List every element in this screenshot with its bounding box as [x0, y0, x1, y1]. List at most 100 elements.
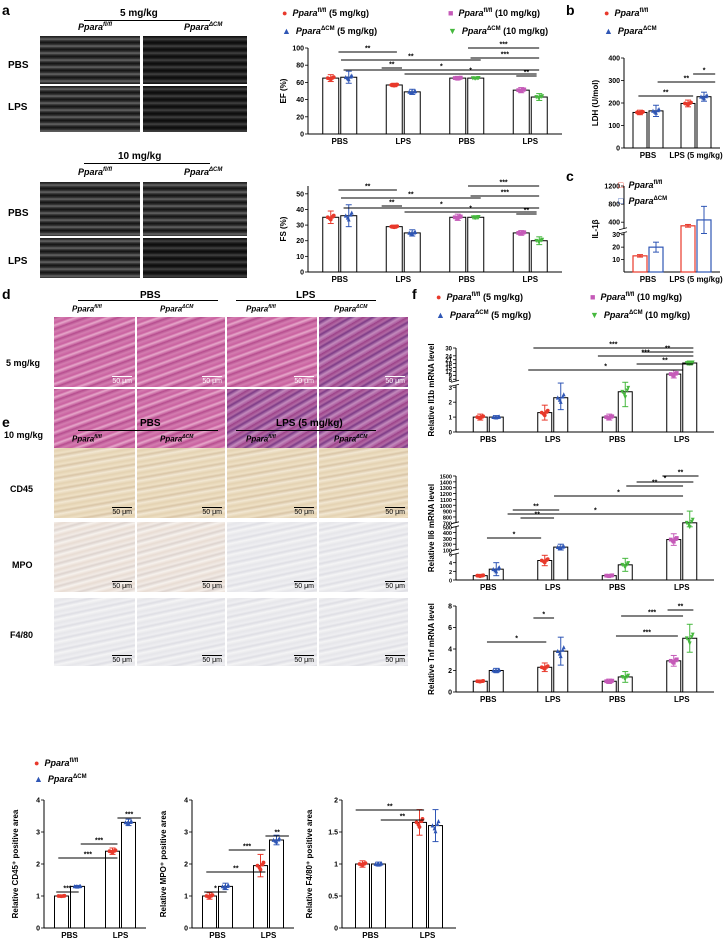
x-category-label: LPS — [420, 931, 436, 940]
x-category-label: PBS — [609, 695, 626, 704]
significance-label: * — [703, 68, 706, 75]
x-category-label: LPS — [545, 695, 561, 704]
legend-item: ● Pparafl/fl (5 mg/kg) — [282, 8, 369, 18]
circle-marker-icon: ● — [436, 292, 442, 302]
significance-label: *** — [243, 844, 251, 851]
data-point — [604, 573, 609, 578]
data-point — [651, 108, 655, 113]
tick-label: 1 — [36, 894, 40, 901]
data-point — [78, 883, 83, 889]
x-category-label: LPS — [545, 583, 561, 592]
chart-il1b: 10 20 30 400 800 1200 IL-1β PBS LPS (5 mg/kg) — [591, 184, 723, 285]
data-point — [674, 657, 679, 662]
data-point — [641, 109, 645, 114]
data-point — [610, 414, 615, 419]
significance-label: ** — [408, 54, 414, 61]
tick-label: 1200 — [440, 492, 452, 498]
significance-label: *** — [499, 180, 507, 187]
x-category-label: PBS — [332, 137, 349, 146]
data-point — [626, 673, 631, 678]
data-point — [455, 216, 460, 221]
bar — [488, 670, 504, 693]
data-point — [494, 415, 499, 420]
data-point — [607, 416, 612, 421]
bar — [121, 821, 136, 929]
tick-label: 1200 — [604, 184, 620, 191]
tick-label: 400 — [608, 220, 620, 227]
row-f480: F4/80 — [10, 630, 34, 640]
significance-label: ** — [663, 90, 669, 97]
ihc-image: 50 μm — [54, 522, 135, 592]
bar — [371, 863, 386, 929]
significance-label: *** — [84, 852, 92, 859]
data-point — [686, 102, 690, 107]
panel-label-f: f — [412, 286, 417, 302]
tick-label: 1100 — [440, 498, 452, 504]
tick-label: 0 — [334, 926, 338, 933]
data-point — [684, 636, 689, 641]
group-pbs: PBS — [140, 290, 161, 301]
significance-label: *** — [95, 838, 103, 845]
tick-label: 0 — [616, 146, 620, 153]
data-point — [604, 679, 609, 684]
tick-label: 700 — [443, 521, 452, 527]
significance-label: * — [440, 64, 443, 71]
data-point — [413, 88, 418, 94]
bar — [696, 96, 712, 149]
significance-label: * — [214, 886, 217, 893]
data-point — [657, 107, 661, 112]
geno-cm: PparaΔCM — [184, 22, 223, 32]
legend-item: ■ Pparafl/fl (10 mg/kg) — [448, 8, 540, 18]
data-point — [516, 231, 521, 235]
data-point — [561, 544, 566, 549]
tick-label: 30 — [445, 347, 452, 353]
significance-label: ** — [665, 346, 671, 353]
significance-label: * — [604, 364, 607, 371]
x-category-label: PBS — [640, 151, 657, 160]
data-point — [277, 836, 282, 841]
tick-label: 10 — [296, 254, 304, 261]
significance-label: ** — [535, 512, 541, 519]
tick-label: 800 — [443, 515, 452, 521]
data-point — [674, 536, 679, 540]
data-point — [604, 415, 609, 419]
axis-break — [450, 379, 460, 383]
bar — [632, 255, 648, 273]
tick-label: 18 — [445, 362, 452, 368]
data-point — [261, 860, 266, 865]
significance-label: ** — [533, 504, 539, 511]
tick-label: 900 — [443, 510, 452, 516]
dtriangle-marker-icon: ▼ — [448, 26, 457, 36]
x-category-label: LPS — [522, 275, 538, 284]
tick-label: 0 — [36, 926, 40, 933]
data-point — [686, 638, 691, 644]
group-lps: LPS (5 mg/kg) — [276, 418, 343, 429]
significance-label: *** — [501, 52, 509, 59]
legend-item: □ Pparafl/fl — [618, 180, 663, 190]
ihc-image: 50 μm — [227, 448, 317, 518]
legend-item: ▼ PparaΔCM (10 mg/kg) — [590, 310, 691, 320]
data-point — [519, 89, 524, 93]
significance-label: ** — [389, 62, 395, 69]
tick-label: 400 — [608, 56, 620, 63]
axis-break — [452, 550, 460, 554]
tick-label: 200 — [608, 101, 620, 108]
echo-image — [143, 238, 247, 278]
tick-label: 21 — [445, 358, 452, 364]
echo-image — [40, 86, 140, 132]
data-point — [558, 399, 563, 404]
data-point — [542, 560, 547, 565]
data-point — [705, 93, 709, 98]
panel-label-c: c — [566, 168, 574, 184]
ihc-image: 50 μm — [54, 598, 135, 666]
data-point — [674, 371, 679, 375]
data-point — [542, 666, 547, 671]
triangle-marker-icon: ▲ — [604, 26, 613, 36]
echo-image — [143, 86, 247, 132]
data-point — [497, 414, 502, 419]
legend-item: ▲ PparaΔCM — [34, 774, 87, 784]
chart-f480: 0 0.5 1 1.5 2 Relative F4/80⁺ positive area PB… — [305, 798, 456, 940]
data-point — [540, 94, 545, 99]
data-point — [623, 565, 628, 570]
significance-label: * — [664, 476, 667, 483]
